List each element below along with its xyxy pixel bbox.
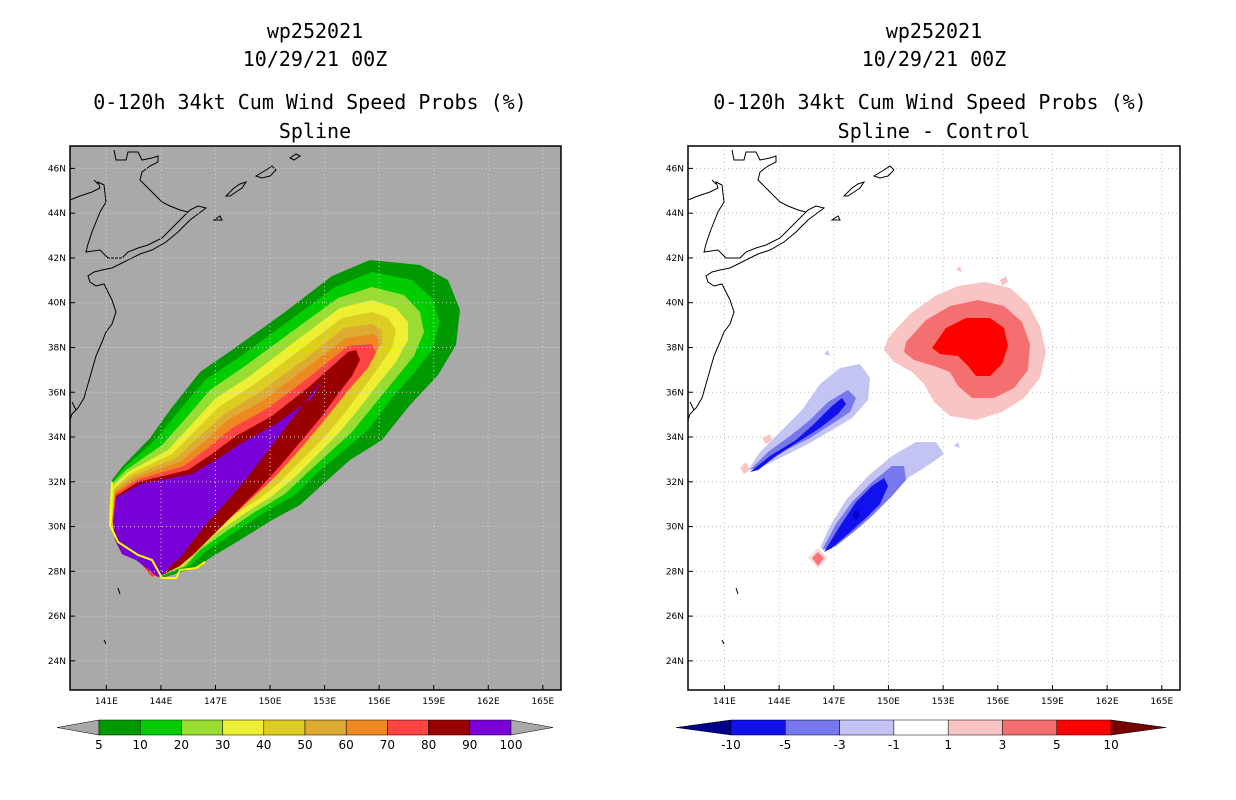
x-tick-label: 165E xyxy=(531,697,554,707)
y-tick-label: 28N xyxy=(48,567,66,577)
contour-90 xyxy=(113,376,324,577)
right-title-line1: wp252021 xyxy=(885,19,983,43)
right-subtitle-line2: Spline - Control xyxy=(837,119,1031,143)
x-tick-label: 162E xyxy=(477,697,500,707)
left-gridlines xyxy=(70,146,561,690)
y-tick-label: 34N xyxy=(48,433,66,443)
contour-90-rim xyxy=(108,481,206,579)
y-tick-label: 38N xyxy=(48,343,66,353)
x-tick-label: 156E xyxy=(368,697,391,707)
y-tick-label: 30N xyxy=(48,523,66,533)
left-map-frame xyxy=(69,145,562,691)
y-tick-label: 42N xyxy=(48,254,66,264)
left-title-line1: wp252021 xyxy=(266,19,364,43)
x-tick-label: 159E xyxy=(422,697,445,707)
x-tick-label: 147E xyxy=(204,697,227,707)
x-tick-label: 153E xyxy=(313,697,336,707)
x-tick-label: 150E xyxy=(259,697,282,707)
y-tick-label: 36N xyxy=(48,388,66,398)
y-tick-label: 44N xyxy=(48,209,66,219)
y-tick-label: 24N xyxy=(48,657,66,667)
right-subtitle-line1: 0-120h 34kt Cum Wind Speed Probs (%) xyxy=(713,90,1147,114)
left-title-line2: 10/29/21 00Z xyxy=(242,47,388,71)
x-tick-label: 144E xyxy=(149,697,172,707)
left-y-ticklabels: 46N 44N 42N 40N 38N 36N 34N 32N 30N 28N 26N 24N xyxy=(48,164,75,667)
left-subtitle-line1: 0-120h 34kt Cum Wind Speed Probs (%) xyxy=(93,90,527,114)
left-subtitle-line2: Spline xyxy=(278,119,352,143)
left-x-ticklabels: 141E 144E 147E 150E 153E 156E 159E 162E 165E xyxy=(95,685,555,707)
right-title-line2: 10/29/21 00Z xyxy=(861,47,1007,71)
y-tick-label: 40N xyxy=(48,299,66,309)
left-coastline xyxy=(70,149,301,645)
y-tick-label: 32N xyxy=(48,478,66,488)
y-tick-label: 26N xyxy=(48,612,66,622)
x-tick-label: 141E xyxy=(95,697,118,707)
y-tick-label: 46N xyxy=(48,164,66,174)
